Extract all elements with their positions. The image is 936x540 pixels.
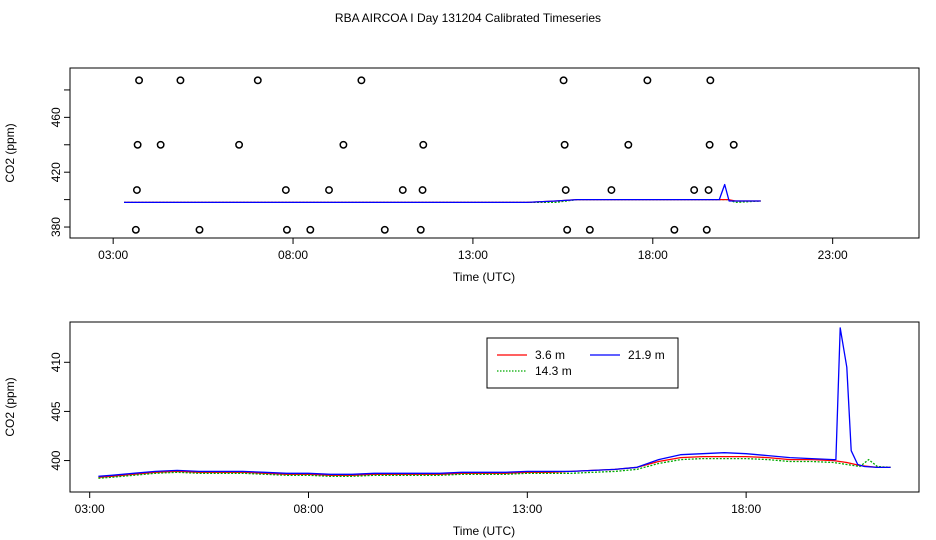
- flag-point: [416, 225, 425, 234]
- bottom-series-line-1: [98, 457, 891, 479]
- top-y-tick-label: 380: [49, 217, 63, 237]
- flag-point: [419, 140, 428, 149]
- top-x-tick-label: 08:00: [278, 248, 308, 262]
- bottom-x-tick-label: 13:00: [512, 502, 542, 516]
- bottom-panel: 03:00 08:00 13:00 18:00 400 405 410 Time (UTC…: [3, 321, 920, 538]
- top-y-tick-label: 420: [49, 162, 63, 182]
- flag-point: [131, 225, 140, 234]
- legend-label-21-9m: 21.9 m: [628, 348, 665, 362]
- flag-point: [132, 186, 141, 194]
- top-y-tick-label: 460: [49, 107, 63, 127]
- flag-point: [418, 186, 427, 194]
- flag-point: [706, 76, 715, 85]
- flag-point: [702, 225, 711, 234]
- flag-point: [560, 140, 569, 149]
- flag-point: [135, 76, 144, 85]
- top-x-tick-label: 23:00: [818, 248, 848, 262]
- flag-point: [561, 186, 570, 194]
- flag-point: [705, 140, 714, 149]
- bottom-series-line-2: [98, 327, 891, 477]
- bottom-plot-frame: [69, 321, 920, 493]
- top-y-label: CO2 (ppm): [3, 123, 17, 182]
- bottom-x-tick-label: 03:00: [75, 502, 105, 516]
- flag-point: [559, 76, 568, 85]
- flag-point: [235, 140, 244, 149]
- top-panel: 03:00 08:00 13:00 18:00 23:00 380 420 460 Time…: [3, 67, 920, 284]
- flag-point: [624, 140, 633, 149]
- top-x-tick-label: 13:00: [458, 248, 488, 262]
- flag-point: [253, 76, 262, 85]
- flag-point: [380, 225, 389, 234]
- legend-label-14-3m: 14.3 m: [535, 364, 572, 378]
- top-x-axis: 03:00 08:00 13:00 18:00 23:00: [98, 238, 848, 262]
- bottom-x-label: Time (UTC): [453, 524, 515, 538]
- top-x-tick-label: 03:00: [98, 248, 128, 262]
- flag-point: [585, 225, 594, 234]
- legend: 3.6 m 14.3 m 21.9 m: [486, 337, 679, 389]
- top-lines: [124, 183, 761, 204]
- bottom-x-tick-label: 08:00: [293, 502, 323, 516]
- top-series-line-0: [124, 198, 761, 204]
- flag-point: [176, 76, 185, 85]
- top-x-tick-label: 18:00: [638, 248, 668, 262]
- legend-box: [486, 337, 679, 389]
- flag-point: [306, 225, 315, 234]
- bottom-y-label: CO2 (ppm): [3, 377, 17, 436]
- flag-point: [670, 225, 679, 234]
- chart-title: RBA AIRCOA I Day 131204 Calibrated Times…: [335, 11, 601, 25]
- top-x-label: Time (UTC): [453, 270, 515, 284]
- top-points: [131, 76, 738, 234]
- top-series-line-2: [124, 183, 761, 204]
- bottom-series-line-0: [98, 455, 891, 478]
- bottom-y-tick-label: 405: [49, 401, 63, 421]
- bottom-y-axis: 400 405 410: [49, 352, 70, 471]
- flag-point: [339, 140, 348, 149]
- flag-point: [195, 225, 204, 234]
- bottom-lines: [98, 327, 891, 479]
- top-plot-frame: [69, 67, 920, 239]
- flag-point: [690, 186, 699, 194]
- legend-label-3-6m: 3.6 m: [535, 348, 565, 362]
- top-y-axis: 380 420 460: [49, 89, 70, 237]
- flag-point: [643, 76, 652, 85]
- flag-point: [398, 186, 407, 194]
- bottom-y-tick-label: 400: [49, 450, 63, 470]
- bottom-x-axis: 03:00 08:00 13:00 18:00: [75, 492, 761, 516]
- flag-point: [729, 140, 738, 149]
- flag-point: [357, 76, 366, 85]
- bottom-y-tick-label: 410: [49, 352, 63, 372]
- flag-point: [281, 186, 290, 194]
- flag-point: [704, 186, 713, 194]
- flag-point: [607, 186, 616, 194]
- flag-point: [282, 225, 291, 234]
- flag-point: [563, 225, 572, 234]
- bottom-x-tick-label: 18:00: [731, 502, 761, 516]
- flag-point: [325, 186, 333, 194]
- flag-point: [133, 140, 142, 149]
- flag-point: [156, 140, 165, 149]
